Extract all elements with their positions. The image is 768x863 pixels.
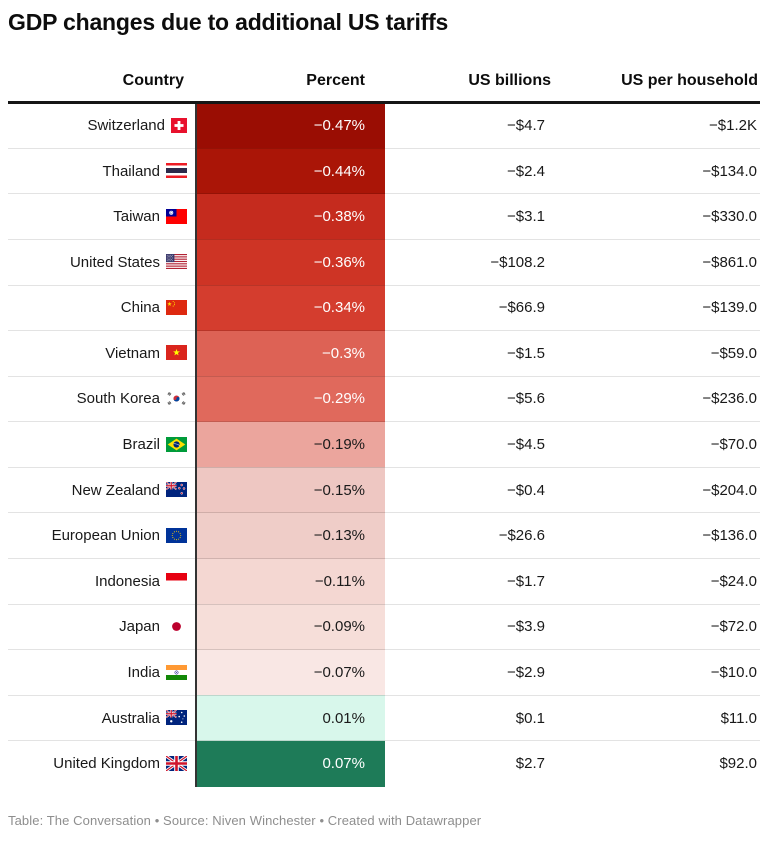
indonesia-flag-icon: [166, 573, 187, 589]
country-name: China: [120, 299, 160, 317]
country-name: Japan: [119, 618, 160, 636]
percent-cell: −0.15%: [195, 466, 385, 513]
table-row: Indonesia −0.11% −$1.7 −$24.0: [8, 558, 760, 605]
percent-cell: −0.29%: [195, 375, 385, 422]
us-per-household-cell: −$236.0: [553, 375, 760, 422]
table-row: New Zealand −0.15% −$0.4 −$204.0: [8, 466, 760, 513]
country-name: Vietnam: [105, 344, 160, 362]
us-per-household-cell: −$136.0: [553, 512, 760, 559]
us-billions-cell: −$5.6: [385, 375, 553, 422]
country-name: South Korea: [76, 390, 160, 408]
country-name: Indonesia: [94, 572, 160, 590]
us-per-household-cell: −$1.2K: [709, 117, 757, 135]
japan-flag-icon: [166, 618, 187, 634]
percent-cell: −0.13%: [195, 512, 385, 559]
us-billions-cell: −$1.5: [385, 330, 553, 377]
page-title: GDP changes due to additional US tariffs: [8, 9, 449, 35]
us-per-household-cell: −$72.0: [553, 603, 760, 650]
us-billions-cell: $2.7: [385, 740, 553, 787]
united-kingdom-flag-icon: [166, 755, 187, 771]
percent-cell: −0.09%: [195, 603, 385, 650]
table-row: Taiwan −0.38% −$3.1 −$330.0: [8, 193, 760, 240]
us-per-household-cell: −$134.0: [553, 147, 760, 194]
percent-cell: −0.47%: [195, 102, 385, 149]
country-name: United Kingdom: [53, 755, 160, 773]
brazil-flag-icon: [166, 436, 187, 452]
percent-cell: −0.34%: [195, 284, 385, 331]
country-name: European Union: [51, 527, 160, 545]
us-per-household-cell: $11.0: [553, 694, 760, 741]
us-per-household-cell: −$24.0: [553, 558, 760, 605]
india-flag-icon: [166, 664, 187, 680]
thailand-flag-icon: [166, 163, 187, 179]
table-row: India −0.07% −$2.9 −$10.0: [8, 649, 760, 696]
gdp-table: Country Percent US billions US per house…: [8, 36, 760, 787]
us-billions-cell: −$4.7: [507, 117, 545, 135]
united-states-flag-icon: [166, 254, 187, 270]
us-billions-cell: −$3.1: [385, 193, 553, 240]
table-row: Brazil −0.19% −$4.5 −$70.0: [8, 421, 760, 468]
taiwan-flag-icon: [166, 208, 187, 224]
us-per-household-cell: −$139.0: [553, 284, 760, 331]
us-billions-cell: −$1.7: [385, 558, 553, 605]
percent-cell: −0.44%: [195, 147, 385, 194]
us-billions-cell: −$66.9: [385, 284, 553, 331]
country-name: Brazil: [122, 436, 160, 454]
percent-cell: −0.3%: [195, 330, 385, 377]
table-row: European Union −0.13% −$26.6 −$136.0: [8, 512, 760, 559]
column-header-percent: Percent: [196, 36, 385, 105]
column-header-country: Country: [8, 36, 196, 105]
table-row: Vietnam −0.3% −$1.5 −$59.0: [8, 330, 760, 377]
us-per-household-cell: −$861.0: [553, 238, 760, 285]
percent-cell: −0.36%: [195, 238, 385, 285]
vietnam-flag-icon: [166, 345, 187, 361]
percent-cell: 0.07%: [195, 740, 385, 787]
us-per-household-cell: −$330.0: [553, 193, 760, 240]
us-per-household-cell: −$70.0: [553, 421, 760, 468]
percent-cell: −0.38%: [195, 193, 385, 240]
country-name: New Zealand: [71, 481, 160, 499]
us-per-household-cell: −$59.0: [553, 330, 760, 377]
european-union-flag-icon: [166, 527, 187, 543]
us-billions-cell: −$3.9: [385, 603, 553, 650]
table-row: China −0.34% −$66.9 −$139.0: [8, 284, 760, 331]
table-row: United States −0.36% −$108.2 −$861.0: [8, 238, 760, 285]
us-per-household-cell: −$204.0: [553, 466, 760, 513]
us-billions-cell: −$108.2: [385, 238, 553, 285]
country-name: Thailand: [102, 162, 160, 180]
country-name: Australia: [101, 709, 160, 727]
china-flag-icon: [166, 299, 187, 315]
australia-flag-icon: [166, 710, 187, 726]
country-name: United States: [69, 253, 160, 271]
switzerland-flag-icon: [171, 117, 187, 133]
column-header-us-per-household: US per household: [553, 36, 760, 105]
us-billions-cell: −$2.9: [385, 649, 553, 696]
country-name: India: [127, 664, 160, 682]
attribution-footer: Table: The Conversation • Source: Niven …: [8, 812, 482, 828]
table-row: Japan −0.09% −$3.9 −$72.0: [8, 603, 760, 650]
us-billions-cell: −$4.5: [385, 421, 553, 468]
percent-cell: −0.11%: [195, 558, 385, 605]
table-row: Thailand −0.44% −$2.4 −$134.0: [8, 147, 760, 194]
south-korea-flag-icon: [166, 390, 187, 406]
new-zealand-flag-icon: [166, 482, 187, 498]
percent-cell: −0.07%: [195, 649, 385, 696]
country-name: Taiwan: [113, 208, 160, 226]
table-row: United Kingdom 0.07% $2.7 $92.0: [8, 740, 760, 787]
us-per-household-cell: $92.0: [553, 740, 760, 787]
percent-cell: 0.01%: [195, 694, 385, 741]
column-header-us-billions: US billions: [385, 36, 553, 105]
us-billions-cell: $0.1: [385, 694, 553, 741]
us-billions-cell: −$26.6: [385, 512, 553, 559]
country-name: Switzerland: [87, 117, 165, 135]
table-row: Australia 0.01% $0.1 $11.0: [8, 694, 760, 741]
page: GDP changes due to additional US tariffs…: [0, 9, 768, 828]
us-per-household-cell: −$10.0: [553, 649, 760, 696]
table-row: South Korea −0.29% −$5.6 −$236.0: [8, 375, 760, 422]
percent-cell: −0.19%: [195, 421, 385, 468]
us-billions-cell: −$2.4: [385, 147, 553, 194]
table-header: Country Percent US billions US per house…: [8, 36, 760, 105]
us-billions-cell: −$0.4: [385, 466, 553, 513]
table-row: Switzerland −0.47% −$4.7 −$1.2K: [8, 102, 760, 149]
